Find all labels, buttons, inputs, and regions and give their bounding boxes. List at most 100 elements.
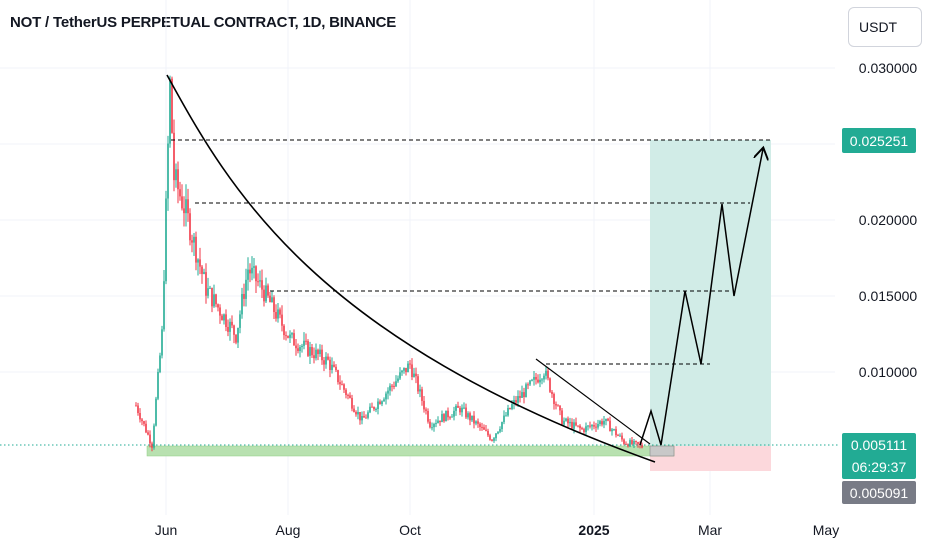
candle-body (593, 425, 595, 427)
candle-body (457, 405, 459, 408)
candle-body (499, 429, 501, 432)
candle-body (193, 236, 195, 243)
candle-body (601, 421, 603, 425)
candle-body (337, 370, 339, 383)
candle-body (191, 240, 193, 243)
candle-body (527, 384, 529, 386)
candle-body (145, 423, 147, 433)
candle-body (429, 421, 431, 428)
time-tick-2025: 2025 (578, 522, 609, 538)
candle-body (595, 426, 597, 428)
candle-body (231, 321, 233, 326)
candle-body (361, 416, 363, 421)
candle-body (477, 421, 479, 424)
candle-body (481, 426, 483, 428)
candle-body (283, 325, 285, 336)
candle-body (367, 412, 369, 418)
candle-body (139, 412, 141, 420)
candle-body (443, 414, 445, 422)
currency-button[interactable]: USDT (848, 7, 922, 47)
candle-body (203, 272, 205, 274)
candle-body (393, 385, 395, 387)
candle-body (239, 314, 241, 328)
candle-body (365, 417, 367, 419)
current-price-label-bg (842, 433, 916, 479)
candle-body (549, 378, 551, 392)
candle-body (219, 307, 221, 316)
candle-body (641, 444, 643, 448)
candle-body (607, 418, 609, 421)
candle-body (151, 443, 153, 448)
candle-body (165, 198, 167, 282)
candle-body (467, 413, 469, 418)
time-tick-oct: Oct (399, 522, 421, 538)
candle-body (249, 269, 251, 274)
price-tick-0030: 0.030000 (859, 60, 918, 76)
candle-body (519, 396, 521, 398)
candle-body (617, 435, 619, 437)
candle-body (445, 410, 447, 422)
candle-body (387, 390, 389, 394)
candle-body (411, 364, 413, 378)
candle-body (257, 281, 259, 283)
candle-body (287, 335, 289, 338)
candle-body (153, 425, 155, 448)
candle-body (409, 363, 411, 365)
candle-body (371, 406, 373, 408)
candle-body (225, 314, 227, 327)
candle-body (161, 329, 163, 356)
candle-body (355, 411, 357, 415)
candle-body (137, 405, 139, 413)
candle-body (579, 425, 581, 429)
candle-body (233, 325, 235, 335)
candle-body (495, 433, 497, 439)
candle-body (421, 389, 423, 401)
candle-body (453, 410, 455, 417)
candle-body (543, 375, 545, 380)
candle-body (555, 403, 557, 406)
candle-body (149, 434, 151, 444)
candle-body (523, 392, 525, 398)
descending-trendline (535, 358, 651, 445)
candle-body (469, 413, 471, 421)
candle-body (379, 401, 381, 405)
candle-body (311, 347, 313, 356)
candle-body (255, 266, 257, 282)
candle-body (261, 280, 263, 290)
candle-body (179, 189, 181, 197)
candle-body (515, 400, 517, 403)
candle-body (565, 418, 567, 421)
candle-body (211, 287, 213, 307)
candle-body (413, 373, 415, 378)
candle-body (581, 428, 583, 430)
candle-body (319, 349, 321, 355)
candle-body (281, 314, 283, 326)
candle-body (313, 355, 315, 359)
candle-body (493, 438, 495, 441)
candle-body (227, 326, 229, 332)
candle-body (597, 424, 599, 428)
candle-body (289, 334, 291, 338)
candle-body (247, 269, 249, 280)
candle-body (529, 380, 531, 385)
candle-body (615, 429, 617, 436)
candle-body (185, 199, 187, 214)
candle-body (375, 409, 377, 411)
target-price-label-bg (842, 128, 916, 153)
candle-body (323, 360, 325, 365)
candle-body (471, 415, 473, 421)
candle-body (345, 389, 347, 396)
candle-body (253, 266, 255, 268)
time-tick-aug: Aug (276, 522, 301, 538)
candle-body (485, 429, 487, 431)
candle-body (223, 314, 225, 321)
candle-body (389, 385, 391, 391)
candle-body (329, 359, 331, 370)
candle-body (459, 407, 461, 413)
candle-body (353, 408, 355, 412)
candle-body (447, 410, 449, 418)
candle-body (395, 381, 397, 387)
candle-body (309, 347, 311, 356)
candle-body (569, 421, 571, 424)
